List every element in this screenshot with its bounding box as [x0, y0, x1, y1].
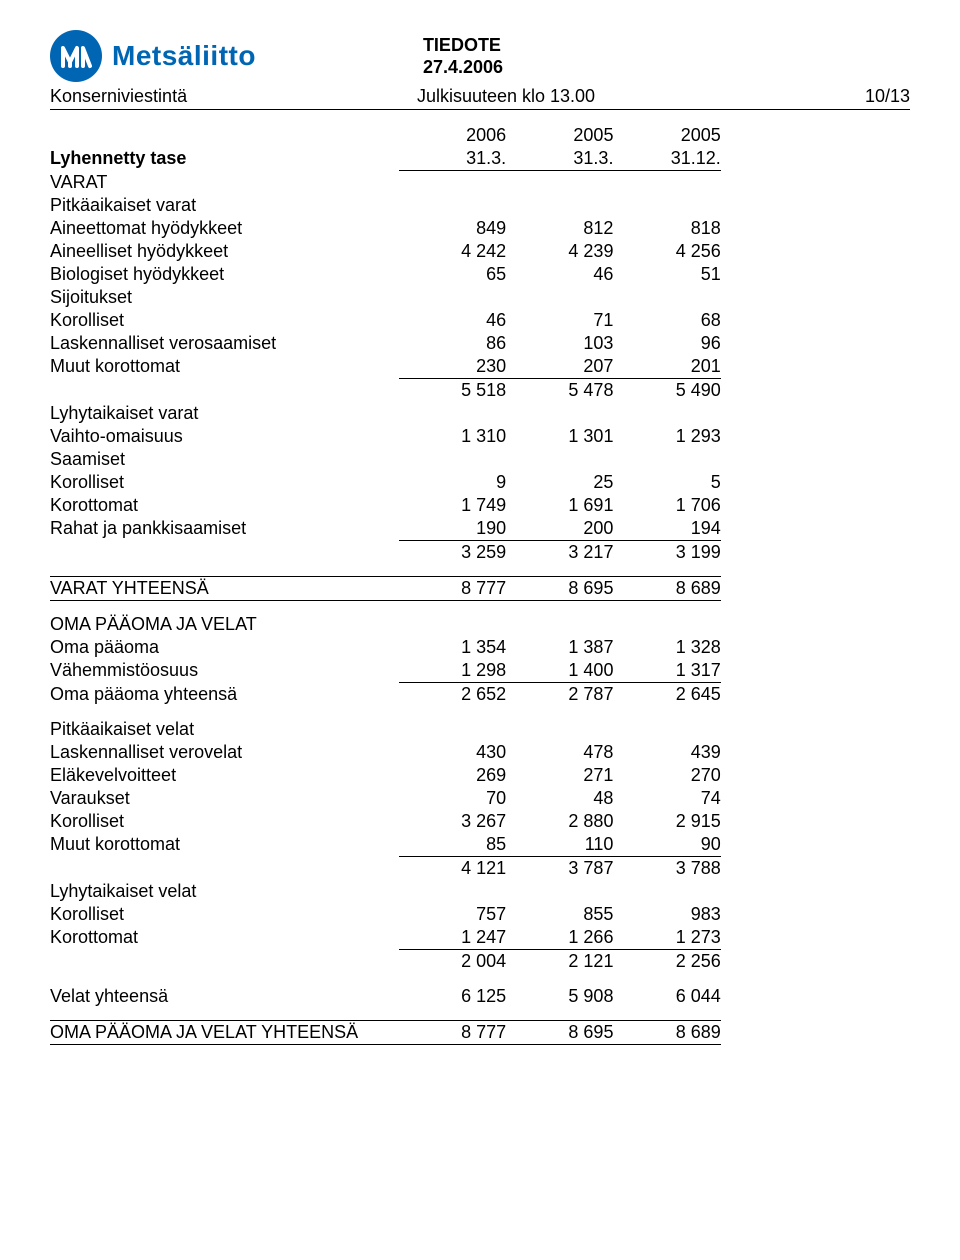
section-pitk-varat: Pitkäaikaiset varat — [50, 194, 721, 217]
row-pv-elake: Eläkevelvoitteet269271270 — [50, 764, 721, 787]
tiedote-block: TIEDOTE 27.4.2006 — [423, 34, 503, 79]
row-pv-muut: Muut korottomat8511090 — [50, 833, 721, 857]
row-equity-total: Oma pääoma yhteensä2 6522 7872 645 — [50, 682, 721, 706]
section-varat: VARAT — [50, 171, 721, 194]
row-lv-subtotal: 2 0042 1212 256 — [50, 949, 721, 973]
col-head-dates: Lyhennetty tase 31.3. 31.3. 31.12. — [50, 147, 721, 171]
row-aineettomat: Aineettomat hyödykkeet849812818 — [50, 217, 721, 240]
row-aineelliset: Aineelliset hyödykkeet4 2424 2394 256 — [50, 240, 721, 263]
row-saam-korottomat: Korottomat1 7491 6911 706 — [50, 494, 721, 517]
row-pv-varaukset: Varaukset704874 — [50, 787, 721, 810]
row-vaihto: Vaihto-omaisuus1 3101 3011 293 — [50, 425, 721, 448]
row-biologiset: Biologiset hyödykkeet654651 — [50, 263, 721, 286]
row-grand-total: OMA PÄÄOMA JA VELAT YHTEENSÄ8 7778 6958 … — [50, 1020, 721, 1044]
logo-block: Metsäliitto — [50, 30, 256, 82]
section-equity: OMA PÄÄOMA JA VELAT — [50, 613, 721, 636]
row-rahat: Rahat ja pankkisaamiset190200194 — [50, 517, 721, 541]
row-saamiset: Saamiset — [50, 448, 721, 471]
tiedote-date: 27.4.2006 — [423, 56, 503, 79]
row-pv-subtotal: 4 1213 7873 788 — [50, 856, 721, 880]
section-lyh-varat: Lyhytaikaiset varat — [50, 402, 721, 425]
row-pv-korolliset: Korolliset3 2672 8802 915 — [50, 810, 721, 833]
row-velat-total: Velat yhteensä6 1255 9086 044 — [50, 985, 721, 1008]
page-header-row: Konserniviestintä Julkisuuteen klo 13.00… — [50, 86, 910, 110]
section-lyh-velat: Lyhytaikaiset velat — [50, 880, 721, 903]
row-pv-laskverot: Laskennalliset verovelat430478439 — [50, 741, 721, 764]
row-oma-paaoma: Oma pääoma1 3541 3871 328 — [50, 636, 721, 659]
logo-text: Metsäliitto — [112, 40, 256, 72]
tiedote-title: TIEDOTE — [423, 34, 503, 57]
row-lv-korottomat: Korottomat1 2471 2661 273 — [50, 926, 721, 950]
balance-sheet-table: 2006 2005 2005 Lyhennetty tase 31.3. 31.… — [50, 124, 721, 1045]
col-head-years: 2006 2005 2005 — [50, 124, 721, 147]
page-number: 10/13 — [865, 86, 910, 107]
dept-label: Konserniviestintä — [50, 86, 187, 107]
row-saam-korolliset: Korolliset9255 — [50, 471, 721, 494]
release-label: Julkisuuteen klo 13.00 — [417, 86, 595, 107]
section-pitk-velat: Pitkäaikaiset velat — [50, 718, 721, 741]
row-vahemmisto: Vähemmistöosuus1 2981 4001 317 — [50, 659, 721, 683]
logo-icon — [50, 30, 102, 82]
row-sij-korolliset: Korolliset467168 — [50, 309, 721, 332]
row-varat-total: VARAT YHTEENSÄ8 7778 6958 689 — [50, 576, 721, 600]
row-sijoitukset: Sijoitukset — [50, 286, 721, 309]
row-sij-muut: Muut korottomat230207201 — [50, 355, 721, 379]
row-lyh-subtotal: 3 2593 2173 199 — [50, 540, 721, 564]
row-pitk-subtotal: 5 5185 4785 490 — [50, 378, 721, 402]
row-sij-laskverot: Laskennalliset verosaamiset8610396 — [50, 332, 721, 355]
row-lv-korolliset: Korolliset757855983 — [50, 903, 721, 926]
page-header-top: Metsäliitto TIEDOTE 27.4.2006 — [50, 30, 910, 82]
